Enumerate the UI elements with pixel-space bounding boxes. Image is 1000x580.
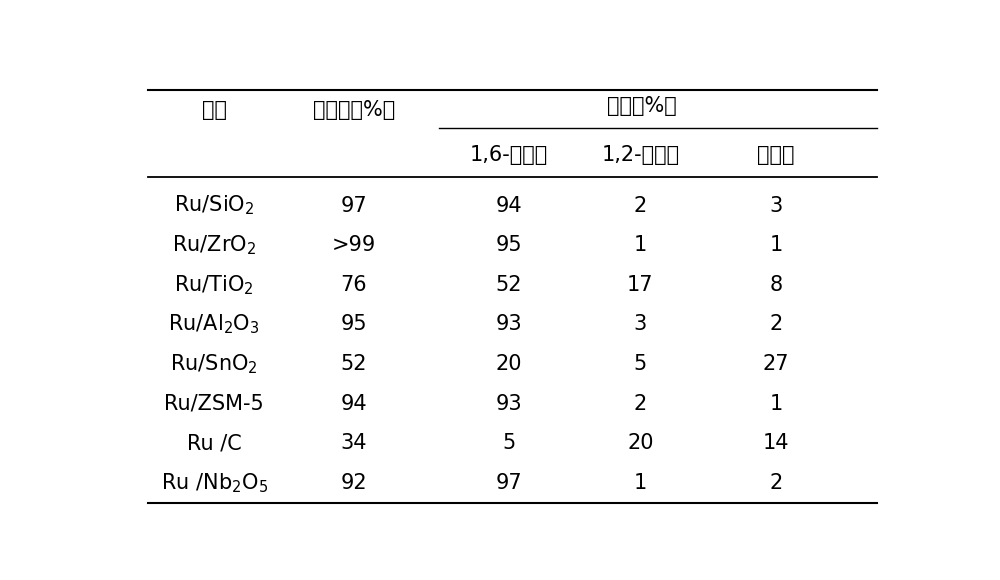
Text: 93: 93 [495,394,522,414]
Text: 97: 97 [495,473,522,493]
Text: 1: 1 [634,473,647,493]
Text: 2: 2 [769,314,783,335]
Text: >99: >99 [332,235,376,255]
Text: 76: 76 [340,275,367,295]
Text: 52: 52 [495,275,522,295]
Text: 1,2-己二醇: 1,2-己二醇 [601,146,679,165]
Text: 27: 27 [763,354,789,374]
Text: 93: 93 [495,314,522,335]
Text: 95: 95 [340,314,367,335]
Text: 8: 8 [769,275,783,295]
Text: 1: 1 [769,235,783,255]
Text: Ru/SnO$_2$: Ru/SnO$_2$ [170,352,258,376]
Text: 1: 1 [634,235,647,255]
Text: Ru/TiO$_2$: Ru/TiO$_2$ [174,273,254,296]
Text: 95: 95 [495,235,522,255]
Text: 20: 20 [627,433,654,454]
Text: 转化率（%）: 转化率（%） [312,100,395,120]
Text: Ru/SiO$_2$: Ru/SiO$_2$ [174,194,254,218]
Text: Ru/ZSM-5: Ru/ZSM-5 [164,394,264,414]
Text: 2: 2 [634,394,647,414]
Text: 52: 52 [340,354,367,374]
Text: 94: 94 [340,394,367,414]
Text: 5: 5 [502,433,515,454]
Text: Ru/ZrO$_2$: Ru/ZrO$_2$ [172,233,256,257]
Text: 3: 3 [634,314,647,335]
Text: 2: 2 [634,195,647,216]
Text: 5: 5 [634,354,647,374]
Text: 3: 3 [769,195,783,216]
Text: 1,6-己二醇: 1,6-己二醇 [470,146,548,165]
Text: 载体: 载体 [202,100,227,120]
Text: 94: 94 [495,195,522,216]
Text: 17: 17 [627,275,654,295]
Text: Ru /C: Ru /C [187,433,242,454]
Text: 20: 20 [495,354,522,374]
Text: Ru /Nb$_2$O$_5$: Ru /Nb$_2$O$_5$ [161,471,268,495]
Text: 14: 14 [763,433,789,454]
Text: Ru/Al$_2$O$_3$: Ru/Al$_2$O$_3$ [168,313,260,336]
Text: 正己醇: 正己醇 [757,146,795,165]
Text: 34: 34 [340,433,367,454]
Text: 92: 92 [340,473,367,493]
Text: 2: 2 [769,473,783,493]
Text: 1: 1 [769,394,783,414]
Text: 收率（%）: 收率（%） [607,96,677,116]
Text: 97: 97 [340,195,367,216]
